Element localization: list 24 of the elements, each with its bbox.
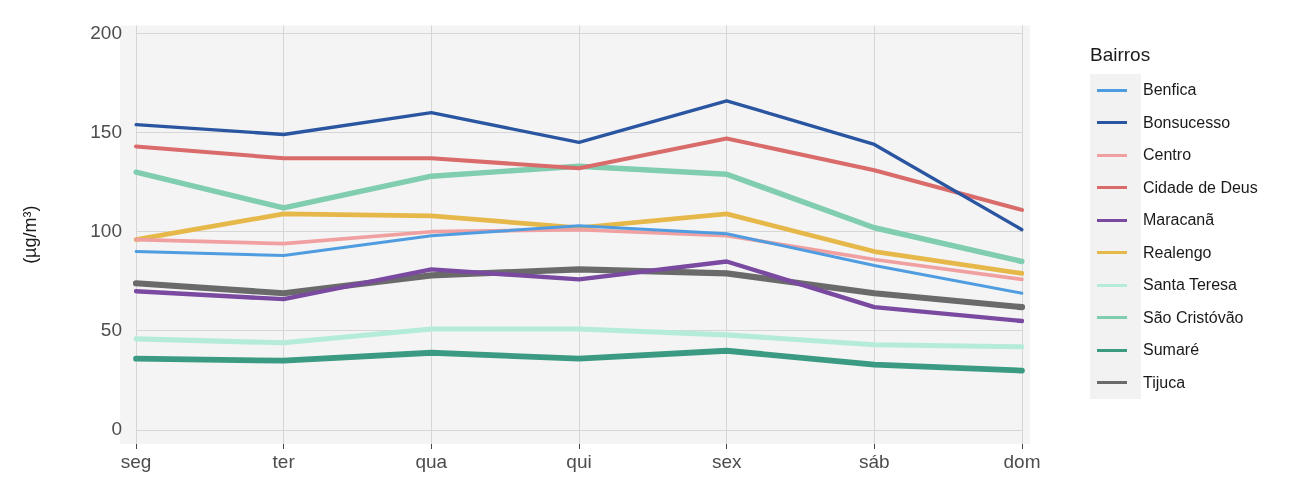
legend-label: Bonsucesso (1141, 106, 1231, 139)
x-tick-label: seg (120, 450, 152, 472)
legend-label: Cidade de Deus (1141, 171, 1258, 204)
y-tick-label: 0 (111, 418, 122, 440)
legend-label: Maracanã (1141, 204, 1215, 237)
x-tick-label: qui (566, 450, 592, 472)
legend-label: Tijuca (1141, 366, 1186, 399)
legend-label: Realengo (1141, 236, 1212, 269)
legend-label: Centro (1141, 139, 1192, 172)
x-tick-label: dom (1003, 450, 1041, 472)
x-tick-label: qua (415, 450, 448, 472)
x-tick-label: ter (272, 450, 296, 472)
y-tick-label: 200 (90, 21, 122, 43)
x-tick-label: sáb (859, 450, 890, 472)
y-tick-label: 150 (90, 120, 122, 142)
legend-label: Sumaré (1141, 334, 1200, 367)
y-tick-label: 100 (90, 219, 122, 241)
y-axis-title: (µg/m³) (19, 205, 40, 264)
x-tick-label: sex (711, 450, 742, 472)
legend-title: Bairros (1090, 44, 1152, 66)
y-tick-label: 50 (100, 319, 122, 341)
legend-label: São Cristóvão (1141, 301, 1244, 334)
legend-label: Benfica (1141, 74, 1197, 107)
legend-label: Santa Teresa (1141, 269, 1237, 302)
